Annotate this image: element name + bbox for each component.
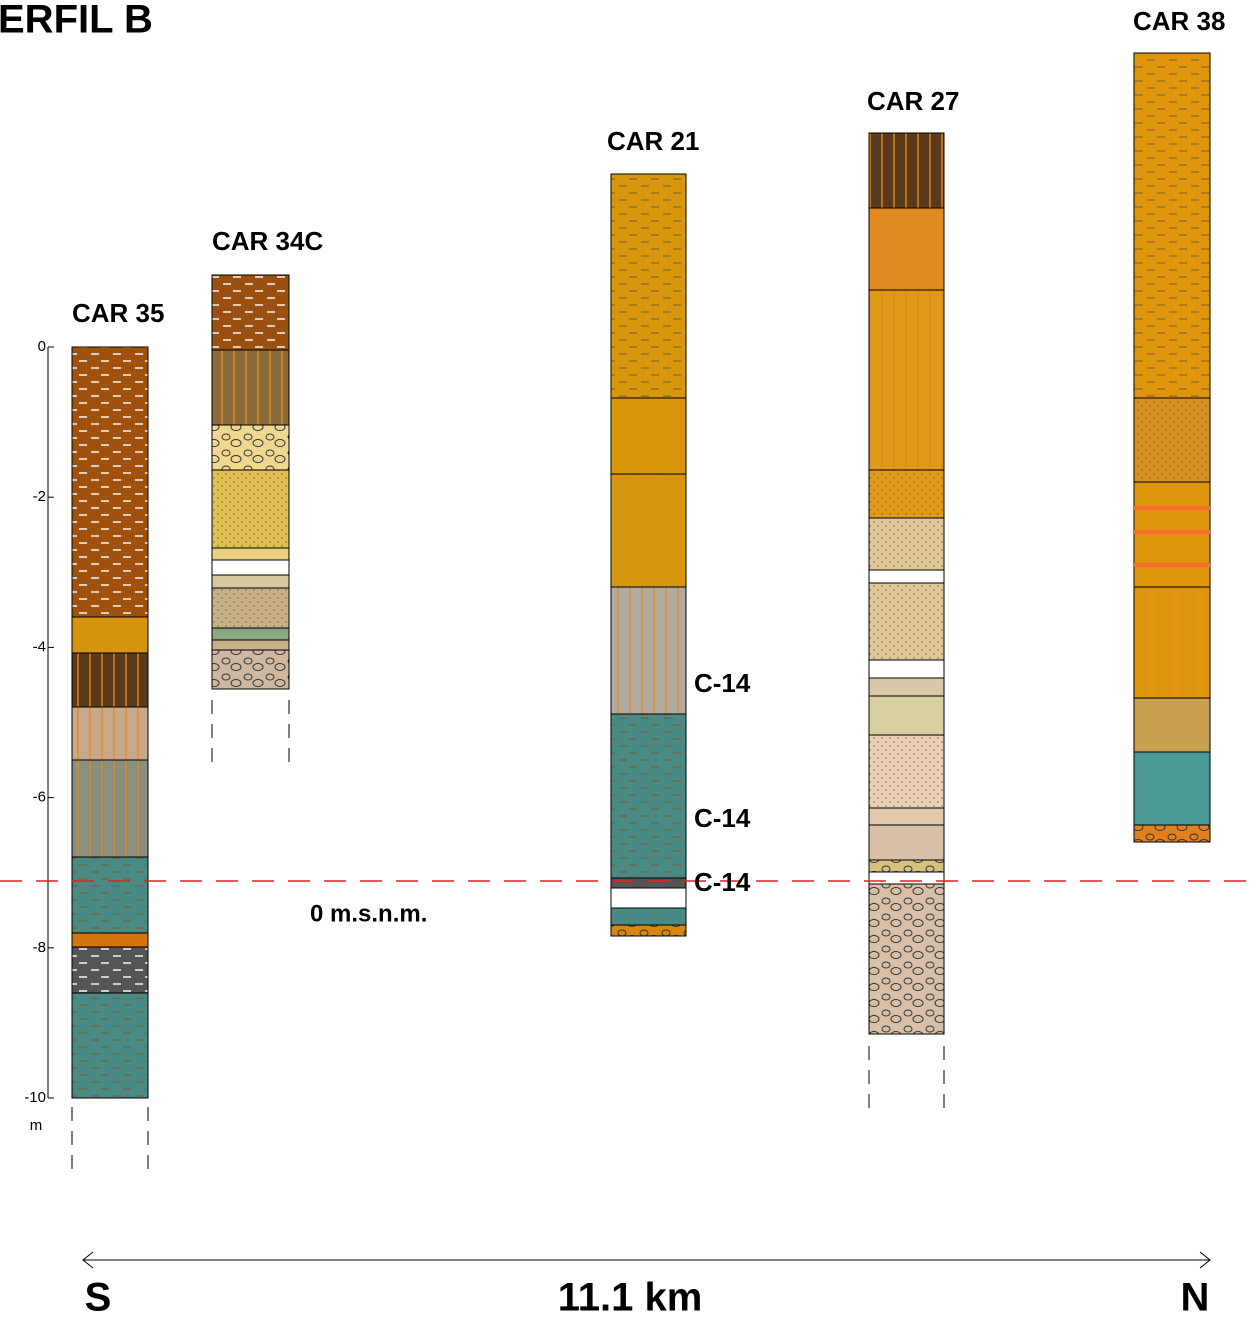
- tick-label: 0: [38, 338, 46, 355]
- transect-arrow: [83, 1252, 1210, 1268]
- title: ERFIL B: [0, 0, 153, 42]
- column-car21: [611, 174, 686, 936]
- distance-label: 11.1 km: [558, 1276, 703, 1320]
- north-label: N: [1181, 1276, 1210, 1320]
- tick-label: -8: [33, 939, 46, 956]
- tick-label: -2: [33, 488, 46, 505]
- column-label: CAR 35: [72, 298, 164, 328]
- column-label: CAR 27: [867, 86, 959, 116]
- column-label: CAR 21: [607, 126, 699, 156]
- tick-label: -6: [33, 789, 46, 806]
- profile-figure: ERFIL B m 0 -2 -4 -6 -8 -10: [0, 0, 1260, 1326]
- column-car27: [869, 133, 944, 1115]
- sample-label: C-14: [694, 668, 751, 698]
- column-car35: [72, 347, 148, 1178]
- sample-label: C-14: [694, 803, 751, 833]
- column-label: CAR 38: [1133, 6, 1225, 36]
- axis-unit: m: [30, 1117, 43, 1134]
- south-label: S: [85, 1276, 112, 1320]
- depth-axis: m 0 -2 -4 -6 -8 -10: [24, 338, 54, 1134]
- column-car34c: [212, 275, 289, 770]
- column-car38: [1134, 53, 1210, 842]
- tick-label: -10: [24, 1089, 46, 1106]
- tick-label: -4: [33, 638, 46, 655]
- column-label: CAR 34C: [212, 226, 323, 256]
- sample-label: C-14: [694, 867, 751, 897]
- datum-label: 0 m.s.n.m.: [310, 900, 427, 927]
